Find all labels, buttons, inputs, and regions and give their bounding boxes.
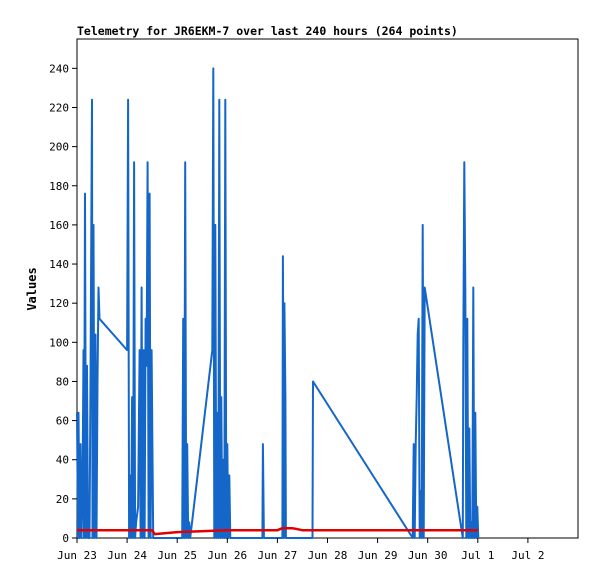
y-tick-label: 160 [49,219,69,232]
y-tick-label: 220 [49,101,69,114]
x-tick-label: Jun 27 [258,549,298,562]
series-layer [76,67,480,539]
x-tick-label: Jun 30 [408,549,448,562]
x-tick-label: Jul 2 [511,549,544,562]
plot-frame [76,38,579,539]
y-tick-label: 80 [56,375,69,388]
series-line-blue [76,67,480,539]
y-tick-label: 0 [62,532,69,545]
x-axis: Jun 23 Jun 24 Jun 25 Jun 26 Jun 27 Jun 28 Jun … [57,538,544,562]
y-tick-label: 60 [56,415,69,428]
x-tick-label: Jun 26 [207,549,247,562]
y-tick-label: 100 [49,336,69,349]
x-tick-label: Jun 28 [308,549,348,562]
y-tick-label: 20 [56,493,69,506]
x-tick-label: Jun 24 [107,549,147,562]
x-tick-label: Jun 25 [157,549,197,562]
y-tick-label: 120 [49,297,69,310]
y-tick-label: 40 [56,454,69,467]
y-tick-label: 180 [49,180,69,193]
series-line-red [77,526,478,536]
y-tick-label: 140 [49,258,69,271]
y-tick-label: 200 [49,141,69,154]
y-axis: 0 20 40 60 80 100 120 140 160 180 200 220 240 [49,62,77,545]
x-tick-label: Jun 29 [358,549,398,562]
x-tick-label: Jul 1 [461,549,494,562]
x-tick-label: Jun 23 [57,549,97,562]
y-tick-label: 240 [49,62,69,75]
chart-title: Telemetry for JR6EKM-7 over last 240 hou… [77,24,458,38]
y-axis-label: Values [25,267,39,310]
